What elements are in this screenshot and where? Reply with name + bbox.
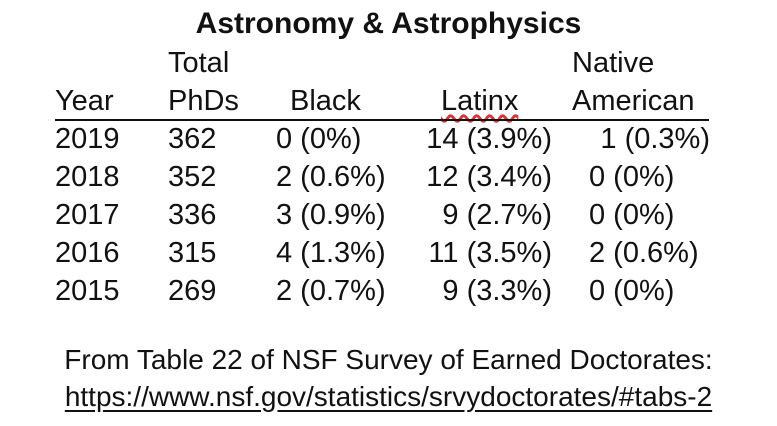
cell-native: 0 (0%) [589, 161, 675, 193]
cell-native: 0 (0%) [589, 199, 675, 231]
cell-native: 0 (0%) [589, 275, 675, 307]
cell-black: 4 (1.3%) [276, 237, 386, 269]
header-native-line2: American [572, 85, 695, 117]
cell-black: 0 (0%) [276, 123, 362, 155]
table-row: 2017 336 3 (0.9%) 9 (2.7%) 0 (0%) [0, 196, 777, 234]
cell-latinx: 9 (3.3%) [442, 275, 552, 307]
cell-total: 362 [168, 123, 217, 155]
cell-year: 2015 [55, 275, 120, 307]
table-row: 2016 315 4 (1.3%) 11 (3.5%) 2 (0.6%) [0, 234, 777, 272]
cell-native: 1 (0.3%) [600, 123, 710, 155]
table-row: 2019 362 0 (0%) 14 (3.9%) 1 (0.3%) [0, 120, 777, 158]
table-row: 2015 269 2 (0.7%) 9 (3.3%) 0 (0%) [0, 272, 777, 310]
cell-latinx: 14 (3.9%) [426, 123, 552, 155]
header-total-line2: PhDs [168, 85, 239, 117]
page-title: Astronomy & Astrophysics [195, 7, 582, 40]
cell-total: 336 [168, 199, 217, 231]
cell-total: 269 [168, 275, 217, 307]
cell-year: 2017 [55, 199, 120, 231]
header-native-line1: Native [572, 47, 655, 79]
cell-year: 2019 [55, 123, 120, 155]
cell-black: 2 (0.7%) [276, 275, 386, 307]
header-rule [55, 119, 709, 121]
table-row: 2018 352 2 (0.6%) 12 (3.4%) 0 (0%) [0, 158, 777, 196]
cell-year: 2018 [55, 161, 120, 193]
cell-black: 3 (0.9%) [276, 199, 386, 231]
cell-total: 315 [168, 237, 217, 269]
header-year: Year [55, 85, 114, 117]
cell-native: 2 (0.6%) [589, 237, 699, 269]
source-link[interactable]: https://www.nsf.gov/statistics/srvydocto… [64, 381, 713, 412]
header-latinx: Latinx [441, 85, 519, 117]
cell-black: 2 (0.6%) [276, 161, 386, 193]
cell-year: 2016 [55, 237, 120, 269]
cell-latinx: 12 (3.4%) [426, 161, 552, 193]
source-note: From Table 22 of NSF Survey of Earned Do… [64, 344, 713, 375]
cell-latinx: 11 (3.5%) [428, 237, 552, 269]
cell-latinx: 9 (2.7%) [442, 199, 552, 231]
header-total-line1: Total [168, 47, 230, 79]
cell-total: 352 [168, 161, 217, 193]
header-black: Black [290, 85, 361, 117]
